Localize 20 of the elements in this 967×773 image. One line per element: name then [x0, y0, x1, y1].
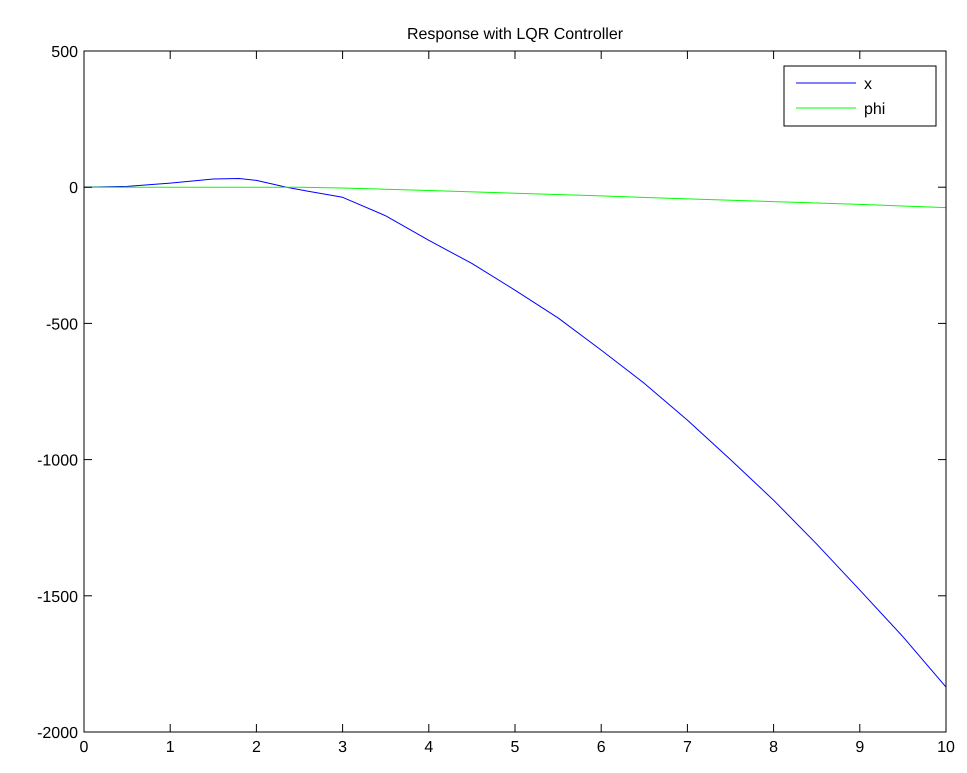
x-tick-label: 7 — [682, 739, 692, 756]
y-tick-label: -1000 — [37, 452, 78, 470]
x-tick-label: 6 — [596, 739, 606, 756]
y-tick-label: 0 — [69, 180, 78, 198]
y-tick-label: -1500 — [37, 588, 78, 606]
y-tick-label: -2000 — [37, 725, 78, 742]
x-tick-label: 3 — [338, 739, 348, 756]
x-tick-label: 1 — [166, 739, 175, 756]
x-tick-label: 2 — [252, 739, 261, 756]
x-tick-label: 5 — [510, 739, 520, 756]
x-tick-label: 4 — [424, 739, 434, 756]
x-tick-label: 8 — [769, 739, 778, 756]
x-tick-label: 9 — [855, 739, 864, 756]
y-tick-label: -500 — [46, 316, 78, 334]
chart-title: Response with LQR Controller — [406, 26, 624, 43]
x-tick-label: 10 — [937, 739, 955, 756]
y-tick-label: 500 — [51, 44, 78, 61]
x-tick-label: 0 — [80, 739, 89, 756]
legend-label: x — [864, 76, 872, 93]
legend-label: phi — [864, 101, 886, 118]
